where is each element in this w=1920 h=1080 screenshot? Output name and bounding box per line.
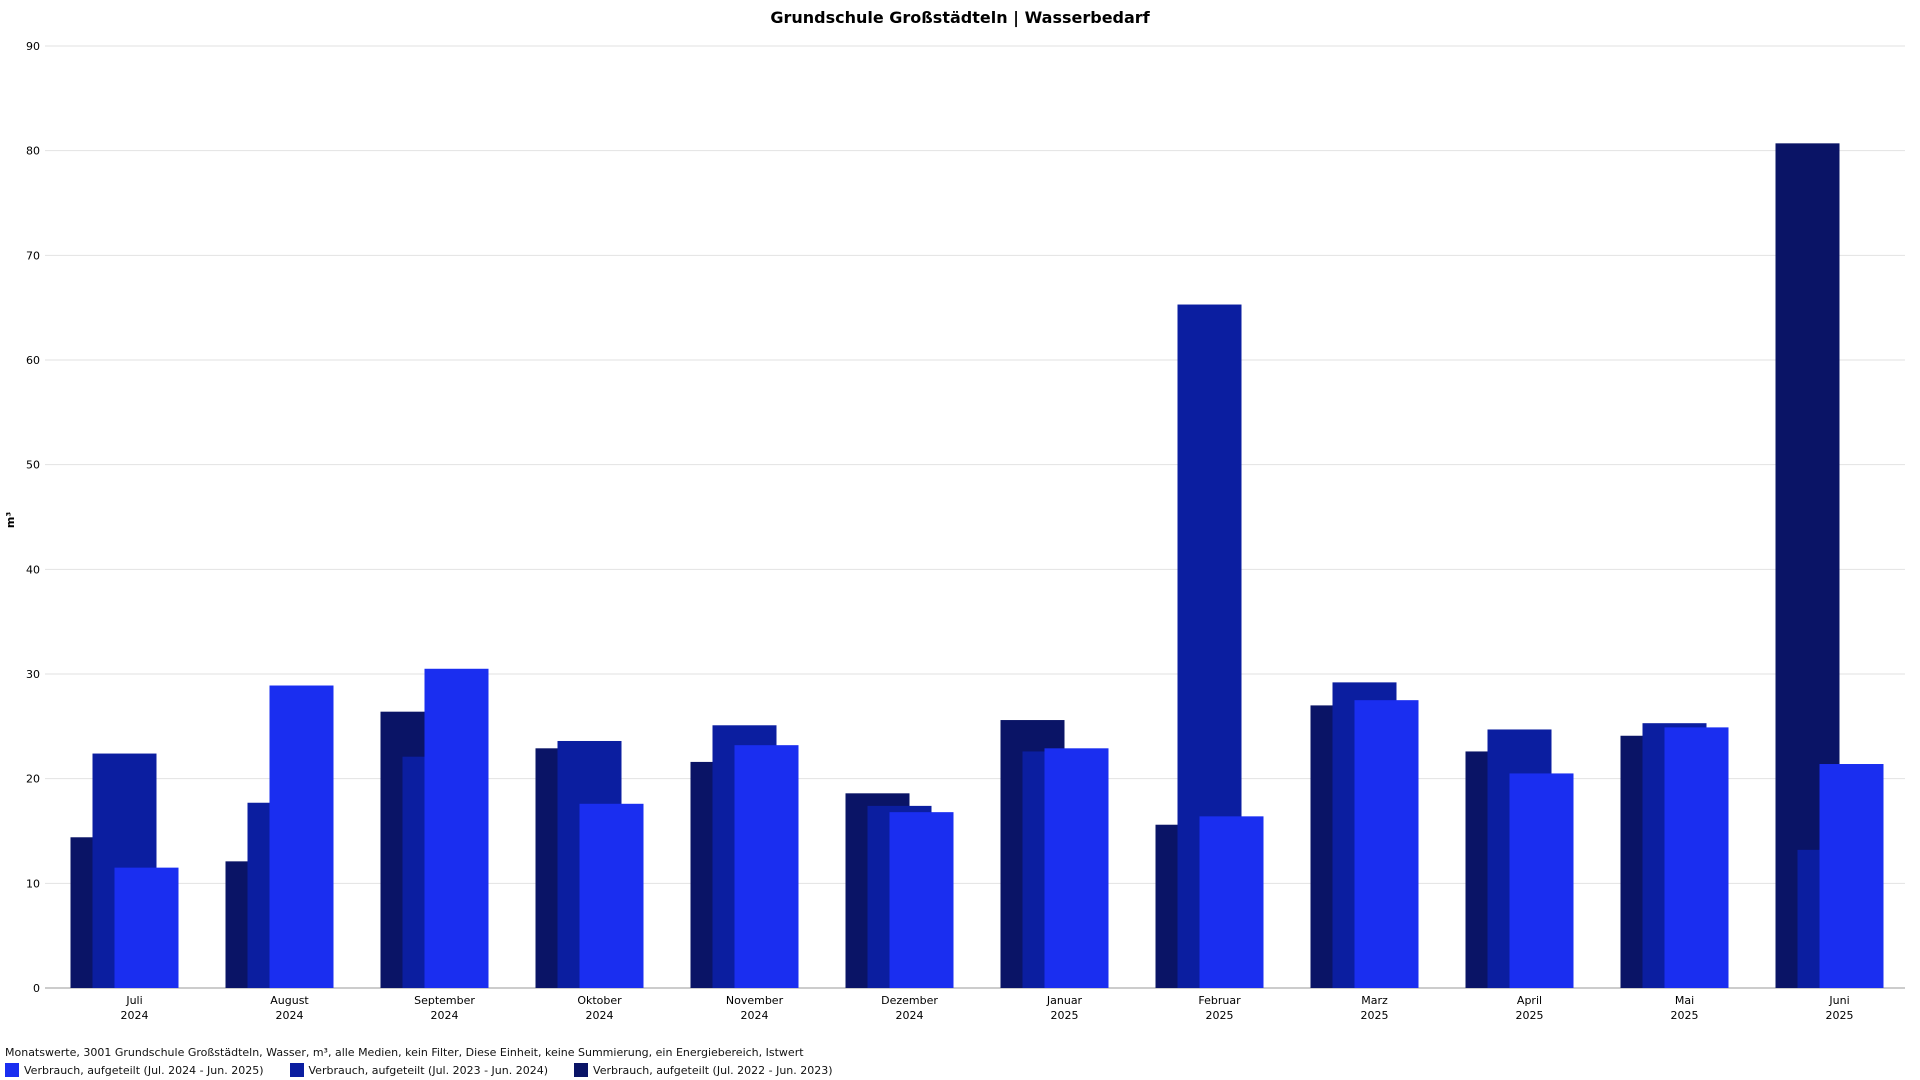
y-tick-label: 30	[26, 668, 40, 681]
x-tick-label-year: 2024	[121, 1009, 149, 1022]
chart-title: Grundschule Großstädteln | Wasserbedarf	[770, 8, 1150, 27]
x-tick-label-month: Juni	[1828, 994, 1849, 1007]
legend-item[interactable]: Verbrauch, aufgeteilt (Jul. 2022 - Jun. …	[574, 1063, 833, 1077]
x-tick-label-year: 2025	[1671, 1009, 1699, 1022]
x-tick-label-year: 2024	[431, 1009, 459, 1022]
x-tick-label-month: April	[1517, 994, 1542, 1007]
legend-swatch	[5, 1063, 19, 1077]
x-tick-label-month: Marz	[1361, 994, 1388, 1007]
x-tick-label-year: 2025	[1051, 1009, 1079, 1022]
bar-chart: 0 10 20 30 40 50 60 70 80 90 Juli 2024 August 2024 Se…	[4, 40, 1905, 1022]
x-tick-label-year: 2024	[896, 1009, 924, 1022]
legend-label: Verbrauch, aufgeteilt (Jul. 2023 - Jun. …	[308, 1063, 549, 1077]
x-axis-ticks: Juli 2024 August 2024 September 2024 Oktober 20…	[121, 994, 1854, 1022]
x-tick-label-month: Juli	[125, 994, 142, 1007]
gridlines	[45, 45, 1905, 989]
x-tick-label-year: 2024	[276, 1009, 304, 1022]
bar[interactable]	[1354, 700, 1419, 988]
y-tick-label: 90	[26, 40, 40, 53]
legend-swatch	[574, 1063, 589, 1077]
y-tick-label: 50	[26, 459, 40, 472]
y-tick-label: 40	[26, 563, 40, 576]
y-tick-label: 70	[26, 249, 40, 262]
bar[interactable]	[424, 668, 489, 988]
y-axis-ticks: 0 10 20 30 40 50 60 70 80 90	[26, 40, 40, 995]
x-tick-label-month: Dezember	[881, 994, 938, 1007]
x-tick-label-month: Mai	[1675, 994, 1694, 1007]
x-tick-label-month: August	[270, 994, 309, 1007]
legend-swatch	[289, 1063, 304, 1077]
bars	[70, 143, 1884, 989]
x-tick-label-month: Januar	[1046, 994, 1083, 1007]
y-tick-label: 80	[26, 145, 40, 158]
bar[interactable]	[889, 812, 954, 988]
x-tick-label-year: 2024	[741, 1009, 769, 1022]
x-tick-label-month: November	[726, 994, 784, 1007]
legend-label: Verbrauch, aufgeteilt (Jul. 2022 - Jun. …	[593, 1063, 833, 1077]
legend-label: Verbrauch, aufgeteilt (Jul. 2024 - Jun. …	[24, 1063, 264, 1077]
bar[interactable]	[1509, 773, 1574, 988]
y-axis-label: m³	[4, 512, 17, 528]
bar[interactable]	[579, 803, 644, 988]
x-tick-label-year: 2025	[1206, 1009, 1234, 1022]
y-tick-label: 60	[26, 354, 40, 367]
bar[interactable]	[1044, 748, 1109, 988]
bar[interactable]	[114, 867, 179, 988]
bar[interactable]	[269, 685, 334, 988]
y-tick-label: 0	[33, 982, 40, 995]
legend: Verbrauch, aufgeteilt (Jul. 2024 - Jun. …	[5, 1063, 833, 1077]
bar[interactable]	[1819, 764, 1884, 988]
legend-item[interactable]: Verbrauch, aufgeteilt (Jul. 2023 - Jun. …	[289, 1063, 549, 1077]
x-tick-label-year: 2024	[586, 1009, 614, 1022]
y-tick-label: 20	[26, 773, 40, 786]
bar[interactable]	[1664, 727, 1729, 988]
x-tick-label-month: Februar	[1198, 994, 1241, 1007]
x-tick-label-year: 2025	[1516, 1009, 1544, 1022]
y-tick-label: 10	[26, 877, 40, 890]
x-tick-label-year: 2025	[1826, 1009, 1854, 1022]
x-tick-label-month: September	[414, 994, 475, 1007]
bar[interactable]	[734, 745, 799, 988]
x-tick-label-month: Oktober	[577, 994, 622, 1007]
chart-footer-description: Monatswerte, 3001 Grundschule Großstädte…	[5, 1046, 804, 1059]
bar[interactable]	[1199, 816, 1264, 988]
x-tick-label-year: 2025	[1361, 1009, 1389, 1022]
legend-item[interactable]: Verbrauch, aufgeteilt (Jul. 2024 - Jun. …	[5, 1063, 264, 1077]
